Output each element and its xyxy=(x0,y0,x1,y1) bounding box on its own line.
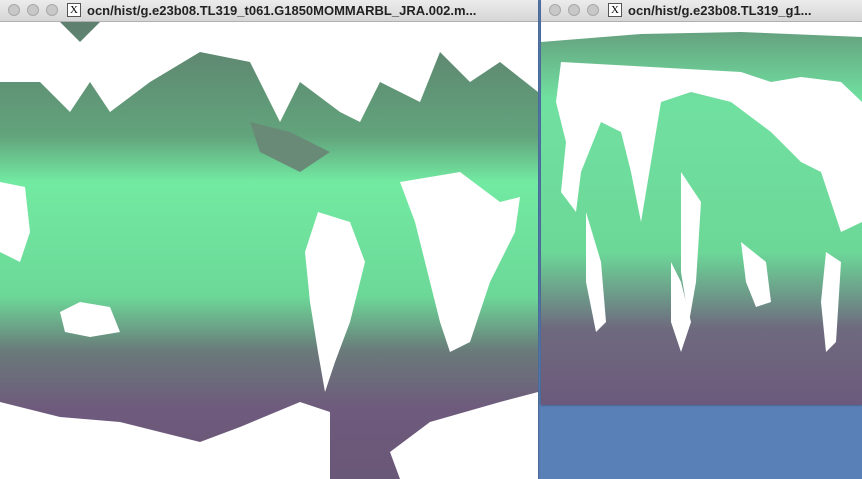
window: X ocn/hist/g.e23b08.TL319_t061.G1850MOMM… xyxy=(0,0,538,479)
land xyxy=(541,22,862,352)
minimize-button[interactable] xyxy=(27,4,39,16)
ocean-map xyxy=(541,22,862,405)
title-bar[interactable]: X ocn/hist/g.e23b08.TL319_g1... xyxy=(541,0,862,22)
land xyxy=(0,22,538,479)
title-bar[interactable]: X ocn/hist/g.e23b08.TL319_t061.G1850MOMM… xyxy=(0,0,538,22)
zoom-button[interactable] xyxy=(46,4,58,16)
window-title: ocn/hist/g.e23b08.TL319_t061.G1850MOMMAR… xyxy=(87,3,477,18)
zoom-button[interactable] xyxy=(587,4,599,16)
close-button[interactable] xyxy=(549,4,561,16)
ocean-map xyxy=(0,22,538,479)
app-icon: X xyxy=(608,3,622,17)
close-button[interactable] xyxy=(8,4,20,16)
window: X ocn/hist/g.e23b08.TL319_g1... xyxy=(541,0,862,405)
window-title: ocn/hist/g.e23b08.TL319_g1... xyxy=(628,3,812,18)
app-icon: X xyxy=(67,3,81,17)
minimize-button[interactable] xyxy=(568,4,580,16)
